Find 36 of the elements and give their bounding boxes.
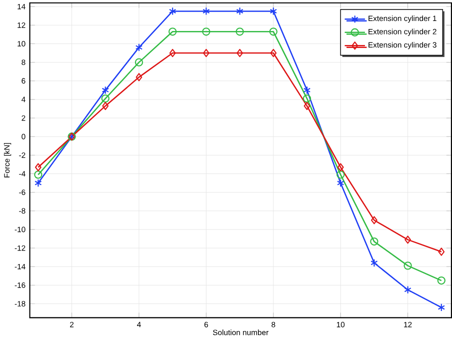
point [168, 28, 177, 36]
point [270, 7, 277, 16]
point [302, 94, 312, 103]
point [404, 262, 412, 270]
point [370, 258, 378, 267]
point [101, 94, 110, 103]
point [438, 248, 445, 256]
point [34, 178, 42, 188]
point [136, 73, 142, 82]
point [34, 170, 42, 179]
point [236, 7, 244, 16]
point [404, 236, 411, 244]
point [202, 7, 210, 16]
point [303, 86, 311, 94]
point [336, 170, 345, 179]
point [437, 276, 446, 285]
point [102, 86, 109, 94]
point [236, 48, 243, 58]
point [336, 178, 344, 188]
point [135, 43, 143, 52]
point [102, 102, 109, 110]
point [370, 216, 378, 224]
point [270, 48, 277, 58]
point [202, 28, 210, 36]
point [168, 7, 176, 16]
point [202, 48, 210, 58]
point [404, 286, 412, 294]
point [236, 28, 244, 36]
point [337, 163, 344, 172]
point [269, 28, 278, 36]
point [370, 237, 378, 246]
point [134, 58, 144, 66]
point [304, 102, 310, 110]
point [35, 163, 42, 172]
point [169, 48, 176, 58]
point [438, 303, 445, 312]
